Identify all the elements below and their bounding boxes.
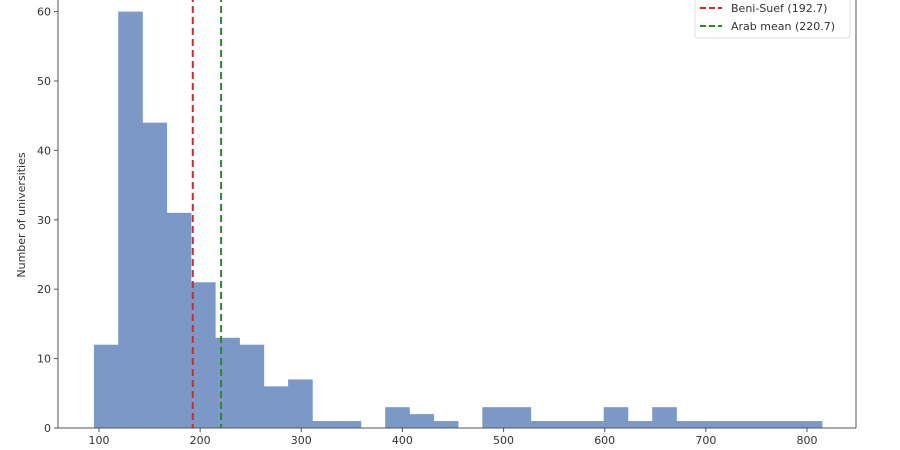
histogram-bar bbox=[652, 407, 677, 428]
histogram-bar bbox=[263, 386, 289, 428]
x-tick-label: 700 bbox=[695, 434, 716, 447]
legend-box bbox=[694, 0, 851, 39]
x-tick-label: 800 bbox=[796, 434, 817, 447]
y-tick-label: 0 bbox=[44, 422, 51, 435]
y-tick-label: 10 bbox=[37, 353, 51, 366]
histogram-bar bbox=[603, 407, 629, 428]
histogram-bar bbox=[506, 407, 532, 428]
histogram-bar bbox=[118, 11, 143, 428]
histogram-bar bbox=[725, 421, 750, 428]
histogram-bar bbox=[749, 421, 774, 428]
y-tick-label: 50 bbox=[37, 75, 51, 88]
legend-label: Arab mean (220.7) bbox=[731, 20, 835, 33]
reference-lines bbox=[191, 0, 223, 428]
x-tick-label: 400 bbox=[392, 434, 413, 447]
histogram-bar bbox=[239, 344, 265, 428]
histogram-bar bbox=[700, 421, 726, 428]
histogram-bar bbox=[773, 421, 799, 428]
y-tick-label: 60 bbox=[37, 6, 51, 19]
histogram-bar bbox=[215, 337, 240, 428]
histogram-bar bbox=[433, 421, 459, 428]
histogram-bar bbox=[312, 421, 337, 428]
legend-label: Beni-Suef (192.7) bbox=[731, 2, 827, 15]
histogram-bar bbox=[482, 407, 507, 428]
bars bbox=[93, 11, 823, 428]
legend: Beni-Suef (192.7) Arab mean (220.7) bbox=[694, 0, 851, 39]
x-tick-label: 600 bbox=[594, 434, 615, 447]
y-tick-label: 40 bbox=[37, 144, 51, 157]
x-tick-label: 500 bbox=[493, 434, 514, 447]
histogram-bar bbox=[676, 421, 702, 428]
histogram-bar bbox=[93, 344, 119, 428]
y-tick-label: 30 bbox=[37, 214, 51, 227]
histogram-bar bbox=[530, 421, 556, 428]
x-tick-label: 200 bbox=[190, 434, 211, 447]
x-tick-label: 300 bbox=[291, 434, 312, 447]
histogram-bar bbox=[627, 421, 653, 428]
axes: 100 200 300 400 500 600 700 800 0 10 20 30 40 50 60 bbox=[37, 0, 857, 447]
histogram-bar bbox=[579, 421, 604, 428]
y-axis-label: Number of universities bbox=[15, 152, 28, 278]
histogram-bar bbox=[142, 122, 168, 428]
histogram-bar bbox=[409, 414, 435, 428]
histogram-bar bbox=[288, 379, 313, 428]
histogram-bar bbox=[797, 421, 823, 428]
histogram-bar bbox=[555, 421, 580, 428]
y-tick-label: 20 bbox=[37, 283, 51, 296]
histogram-bar bbox=[336, 421, 362, 428]
histogram-bar bbox=[166, 212, 192, 428]
histogram-bar bbox=[191, 282, 216, 428]
histogram-bar bbox=[385, 407, 410, 428]
x-tick-label: 100 bbox=[89, 434, 110, 447]
